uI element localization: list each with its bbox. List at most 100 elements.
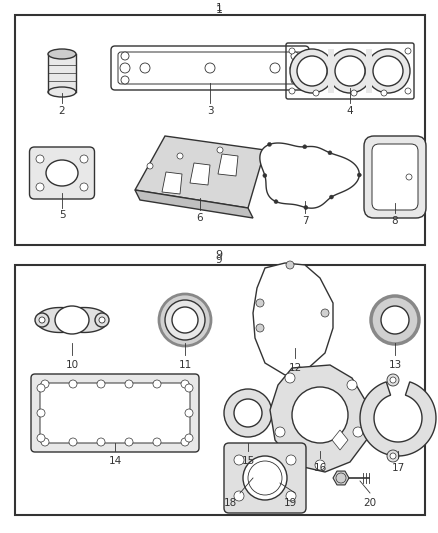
- Circle shape: [99, 317, 105, 323]
- Circle shape: [366, 49, 410, 93]
- Circle shape: [286, 455, 296, 465]
- Ellipse shape: [48, 49, 76, 59]
- FancyBboxPatch shape: [29, 147, 95, 199]
- Text: 5: 5: [59, 210, 65, 220]
- Circle shape: [69, 380, 77, 388]
- Circle shape: [263, 174, 267, 177]
- Circle shape: [313, 90, 319, 96]
- FancyBboxPatch shape: [224, 443, 306, 513]
- Text: 9: 9: [215, 250, 223, 260]
- Circle shape: [147, 163, 153, 169]
- Text: 8: 8: [392, 216, 398, 226]
- Circle shape: [289, 88, 295, 94]
- Circle shape: [234, 491, 244, 501]
- Text: 17: 17: [392, 463, 405, 473]
- Polygon shape: [332, 430, 348, 450]
- Text: 18: 18: [223, 498, 237, 508]
- Circle shape: [37, 409, 45, 417]
- Circle shape: [80, 183, 88, 191]
- Circle shape: [390, 453, 396, 459]
- Circle shape: [290, 49, 334, 93]
- FancyBboxPatch shape: [111, 46, 309, 90]
- Text: 15: 15: [241, 456, 254, 466]
- Circle shape: [274, 200, 278, 204]
- FancyBboxPatch shape: [364, 136, 426, 218]
- Text: 7: 7: [302, 216, 308, 226]
- Circle shape: [177, 153, 183, 159]
- FancyBboxPatch shape: [31, 374, 199, 452]
- Circle shape: [381, 306, 409, 334]
- Circle shape: [172, 307, 198, 333]
- Circle shape: [125, 380, 133, 388]
- Circle shape: [36, 155, 44, 163]
- Circle shape: [268, 142, 272, 147]
- Circle shape: [351, 90, 357, 96]
- Polygon shape: [333, 471, 349, 485]
- Polygon shape: [36, 308, 108, 333]
- Circle shape: [387, 450, 399, 462]
- Text: 9: 9: [215, 255, 223, 265]
- Circle shape: [297, 56, 327, 86]
- Circle shape: [153, 380, 161, 388]
- Circle shape: [328, 49, 372, 93]
- Circle shape: [373, 56, 403, 86]
- Circle shape: [97, 380, 105, 388]
- Circle shape: [121, 52, 129, 60]
- Circle shape: [248, 461, 282, 495]
- Ellipse shape: [46, 160, 78, 186]
- Circle shape: [405, 48, 411, 54]
- Circle shape: [97, 438, 105, 446]
- Circle shape: [303, 145, 307, 149]
- Circle shape: [243, 456, 287, 500]
- Polygon shape: [360, 382, 436, 456]
- Bar: [15, 15, 425, 245]
- Text: 12: 12: [288, 363, 302, 373]
- Circle shape: [256, 299, 264, 307]
- Text: 10: 10: [65, 360, 78, 370]
- Circle shape: [275, 427, 285, 437]
- Polygon shape: [253, 263, 333, 375]
- Bar: [15, 265, 425, 515]
- Polygon shape: [218, 154, 238, 176]
- Circle shape: [153, 438, 161, 446]
- Bar: [366, 49, 372, 93]
- Text: 1: 1: [215, 5, 223, 15]
- Polygon shape: [162, 172, 182, 194]
- Circle shape: [121, 76, 129, 84]
- Circle shape: [291, 52, 299, 60]
- Circle shape: [185, 434, 193, 442]
- Circle shape: [329, 195, 333, 199]
- Circle shape: [371, 296, 419, 344]
- Circle shape: [234, 455, 244, 465]
- Polygon shape: [270, 365, 368, 472]
- Circle shape: [37, 384, 45, 392]
- Circle shape: [321, 309, 329, 317]
- Circle shape: [80, 155, 88, 163]
- Ellipse shape: [55, 306, 89, 334]
- Circle shape: [165, 300, 205, 340]
- Circle shape: [270, 63, 280, 73]
- Circle shape: [35, 313, 49, 327]
- Circle shape: [256, 324, 264, 332]
- Circle shape: [304, 206, 308, 209]
- Circle shape: [37, 434, 45, 442]
- Circle shape: [291, 76, 299, 84]
- Circle shape: [39, 317, 45, 323]
- Text: 1: 1: [215, 3, 223, 13]
- Circle shape: [159, 294, 211, 346]
- Circle shape: [234, 399, 262, 427]
- Circle shape: [315, 460, 325, 470]
- Circle shape: [140, 63, 150, 73]
- Circle shape: [286, 491, 296, 501]
- Text: 4: 4: [347, 106, 353, 116]
- Polygon shape: [135, 136, 265, 208]
- Circle shape: [390, 377, 396, 383]
- Text: 3: 3: [207, 106, 213, 116]
- Text: 11: 11: [178, 360, 192, 370]
- Circle shape: [95, 313, 109, 327]
- Circle shape: [69, 438, 77, 446]
- Circle shape: [289, 48, 295, 54]
- Circle shape: [292, 387, 348, 443]
- Circle shape: [286, 261, 294, 269]
- Ellipse shape: [48, 87, 76, 97]
